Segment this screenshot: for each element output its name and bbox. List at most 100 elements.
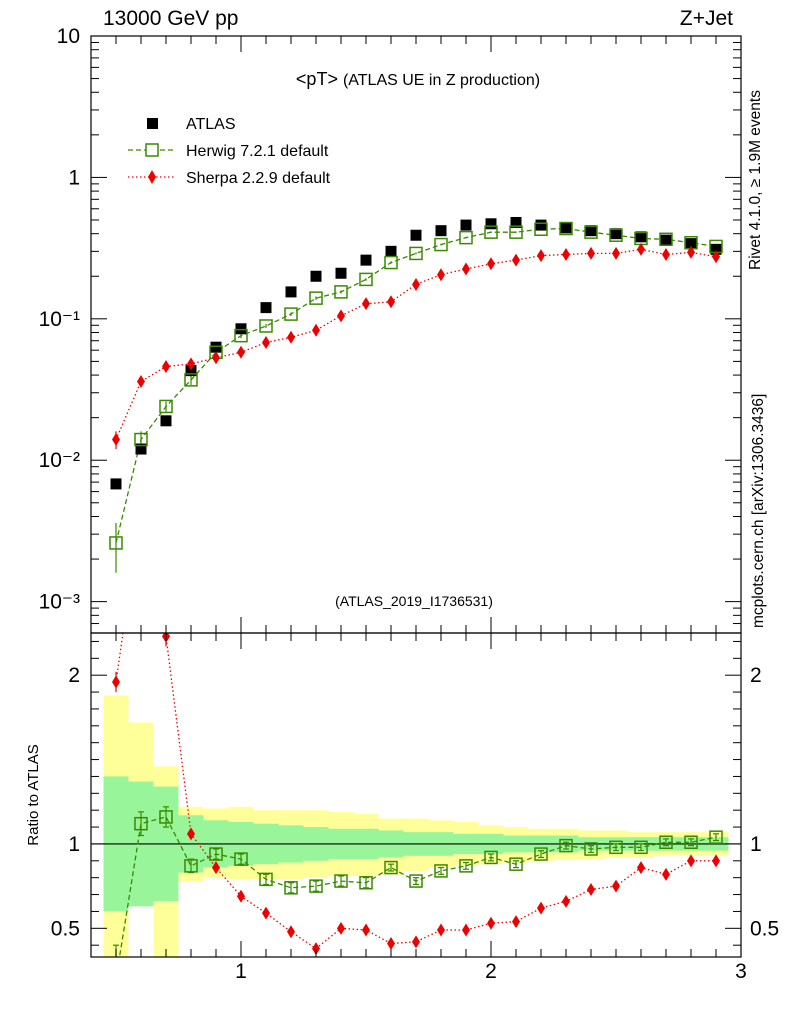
ratio-axis-ticks bbox=[90, 633, 742, 957]
herwig-ratio-point bbox=[184, 859, 198, 873]
atlas-data-point bbox=[135, 443, 147, 455]
herwig-ratio-point bbox=[159, 810, 173, 824]
legend: ATLAS Herwig 7.2.1 default Sherpa 2.2.9 … bbox=[128, 116, 331, 187]
process-label: Z+Jet bbox=[680, 7, 733, 30]
plot-title: <pT> (ATLAS UE in Z production) bbox=[296, 69, 540, 89]
atlas-data-point bbox=[660, 234, 672, 246]
ratio-x-tick-label: 2 bbox=[485, 960, 497, 983]
sherpa-ratio-point bbox=[312, 942, 320, 956]
sherpa-main-point bbox=[212, 351, 220, 365]
herwig-main-point bbox=[184, 373, 198, 387]
sherpa-ratio-point bbox=[187, 827, 195, 841]
sherpa-main-point bbox=[437, 268, 445, 282]
herwig-main-point bbox=[159, 399, 173, 414]
ratio-y-axis-title: Ratio to ATLAS bbox=[25, 744, 42, 845]
sherpa-main-point bbox=[412, 277, 420, 291]
sherpa-ratio-point bbox=[262, 906, 270, 920]
herwig-ratio-point bbox=[609, 840, 623, 855]
main-axis-ticks bbox=[90, 35, 742, 634]
herwig-ratio-point bbox=[684, 835, 698, 849]
sherpa-main-point bbox=[462, 262, 470, 276]
analysis-id: (ATLAS_2019_I1736531) bbox=[335, 593, 493, 609]
atlas-data-point bbox=[160, 415, 172, 427]
ratio-panel: 0.5 0.5 1 1 2 2 1 2 3 Ratio to ATLAS bbox=[25, 632, 779, 985]
herwig-main-point bbox=[134, 432, 148, 447]
ratio-y-tick-label-right: 0.5 bbox=[750, 917, 779, 940]
sherpa-ratio-point bbox=[337, 921, 345, 935]
sherpa-ratio-point bbox=[662, 867, 670, 881]
herwig-ratio-point bbox=[434, 864, 448, 878]
herwig-ratio-point bbox=[110, 973, 122, 985]
atlas-data-point bbox=[510, 216, 522, 228]
atlas-data-point bbox=[460, 219, 472, 231]
sherpa-main-point bbox=[287, 330, 295, 344]
side-note-bottom: mcplots.cern.ch [arXiv:1306.3436] bbox=[750, 394, 767, 628]
sherpa-main-point bbox=[187, 357, 195, 371]
herwig-main-point bbox=[659, 232, 673, 247]
sherpa-ratio-point bbox=[237, 889, 245, 903]
herwig-ratio-point bbox=[384, 860, 398, 875]
plot-title-main: <pT> bbox=[296, 69, 338, 89]
herwig-ratio-point bbox=[559, 838, 573, 853]
sherpa-ratio-point bbox=[612, 879, 620, 893]
energy-label: 13000 GeV pp bbox=[103, 7, 238, 30]
herwig-main-point bbox=[609, 228, 623, 242]
side-note-top: Rivet 4.1.0, ≥ 1.9M events bbox=[747, 90, 764, 270]
sherpa-main-point bbox=[387, 295, 395, 309]
sherpa-ratio-point bbox=[687, 854, 695, 868]
herwig-ratio-point bbox=[659, 835, 673, 849]
sherpa-main-point bbox=[587, 246, 595, 260]
ratio-frame bbox=[90, 632, 742, 958]
sherpa-main-point bbox=[237, 345, 245, 359]
atlas-data-point bbox=[210, 341, 222, 353]
ratio-y-tick-label-left: 1 bbox=[68, 833, 80, 856]
herwig-ratio-point bbox=[234, 852, 248, 866]
sherpa-main-point bbox=[712, 250, 720, 264]
herwig-ratio-point bbox=[634, 840, 648, 855]
main-y-tick-label: 10⁻² bbox=[39, 449, 80, 472]
sherpa-ratio-point bbox=[212, 861, 220, 875]
sherpa-ratio-point bbox=[437, 923, 445, 937]
ratio-y-tick-label-left: 0.5 bbox=[51, 917, 80, 940]
herwig-main-point bbox=[434, 237, 448, 252]
main-y-tick-label: 10⁻¹ bbox=[39, 308, 80, 331]
atlas-data-point bbox=[185, 365, 197, 377]
sherpa-ratio-point bbox=[712, 854, 720, 868]
legend-sherpa-marker bbox=[148, 170, 156, 184]
herwig-main-point bbox=[534, 222, 548, 236]
legend-herwig-marker bbox=[145, 143, 159, 157]
herwig-main-point bbox=[459, 230, 473, 245]
herwig-ratio-point bbox=[509, 857, 523, 871]
atlas-data-point bbox=[560, 222, 572, 234]
main-y-tick-labels: 10 1 10⁻¹ 10⁻² 10⁻³ bbox=[39, 25, 80, 614]
sherpa-ratio-point bbox=[412, 935, 420, 949]
atlas-data-point bbox=[235, 323, 247, 335]
sherpa-main-point bbox=[637, 242, 645, 256]
herwig-main-point bbox=[234, 328, 248, 343]
herwig-ratio-point bbox=[709, 830, 723, 844]
herwig-ratio-point bbox=[309, 879, 323, 893]
herwig-main-point bbox=[484, 225, 498, 239]
atlas-data-point bbox=[585, 225, 597, 237]
sherpa-ratio-point bbox=[587, 883, 595, 896]
herwig-ratio-point bbox=[459, 859, 473, 873]
herwig-ratio-point bbox=[334, 874, 348, 888]
atlas-data-point bbox=[285, 286, 297, 298]
herwig-main-point bbox=[109, 536, 123, 550]
atlas-data-point bbox=[685, 238, 697, 250]
ratio-x-tick-label: 1 bbox=[235, 960, 247, 983]
sherpa-main-point bbox=[262, 335, 270, 349]
atlas-data-point bbox=[360, 254, 372, 266]
sherpa-ratio-point bbox=[637, 861, 645, 875]
atlas-data-point bbox=[610, 228, 622, 240]
plot-title-sub: (ATLAS UE in Z production) bbox=[343, 72, 540, 89]
herwig-main-line bbox=[115, 227, 717, 544]
sherpa-ratio-point bbox=[362, 923, 370, 937]
herwig-main-point bbox=[284, 307, 298, 321]
ratio-x-tick-label: 3 bbox=[735, 960, 747, 983]
ratio-y-tick-label-left: 2 bbox=[68, 664, 80, 687]
legend-herwig-label: Herwig 7.2.1 default bbox=[186, 143, 329, 160]
sherpa-main-line bbox=[115, 248, 717, 440]
ratio-x-tick-labels: 1 2 3 bbox=[235, 960, 747, 983]
main-series-layer bbox=[109, 216, 723, 573]
